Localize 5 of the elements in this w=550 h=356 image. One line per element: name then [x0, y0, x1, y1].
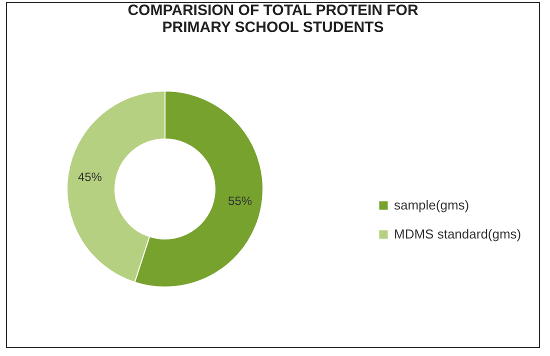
- legend-label: sample(gms): [394, 198, 470, 212]
- chart-title: COMPARISION OF TOTAL PROTEIN FOR PRIMARY SCHOOL STUDENTS: [128, 2, 418, 36]
- legend-label: MDMS standard(gms): [394, 226, 522, 242]
- data-label: 55%: [228, 194, 252, 208]
- data-label: 45%: [78, 170, 102, 184]
